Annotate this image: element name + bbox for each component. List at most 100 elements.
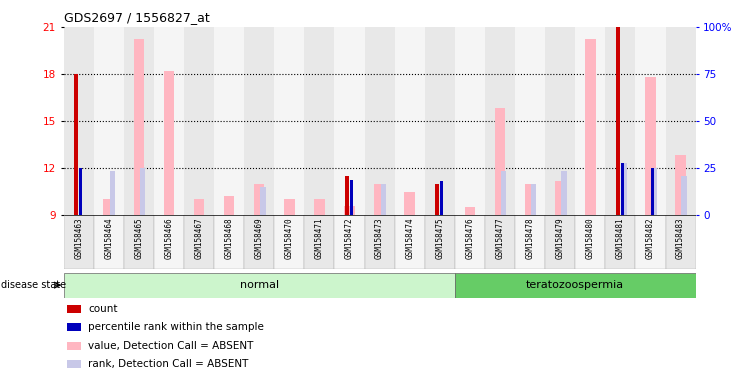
Bar (666, 215, 696, 269)
Bar (405, 192, 415, 215)
Bar (134, 40, 144, 215)
Bar (64, 215, 94, 269)
Bar (254, 184, 265, 215)
Bar (681, 176, 687, 215)
Bar (350, 180, 353, 215)
Text: GSM158477: GSM158477 (495, 218, 504, 259)
Bar (214, 27, 244, 215)
Bar (455, 273, 696, 298)
Bar (675, 156, 686, 215)
Bar (622, 163, 627, 215)
Bar (605, 27, 636, 215)
Bar (575, 27, 605, 215)
Text: GSM158465: GSM158465 (135, 218, 144, 259)
Text: GSM158469: GSM158469 (255, 218, 264, 259)
Text: teratozoospermia: teratozoospermia (526, 280, 625, 290)
Text: rank, Detection Call = ABSENT: rank, Detection Call = ABSENT (88, 359, 248, 369)
Bar (284, 199, 295, 215)
Bar (616, 27, 620, 215)
Bar (103, 199, 114, 215)
Bar (485, 215, 515, 269)
Bar (364, 215, 395, 269)
Text: GSM158473: GSM158473 (375, 218, 384, 259)
Text: GSM158482: GSM158482 (646, 218, 655, 259)
Text: GSM158467: GSM158467 (194, 218, 203, 259)
Bar (455, 215, 485, 269)
Text: disease state: disease state (1, 280, 66, 290)
Bar (485, 27, 515, 215)
Bar (94, 215, 123, 269)
Bar (224, 196, 234, 215)
Bar (575, 215, 605, 269)
Bar (515, 27, 545, 215)
Bar (275, 215, 304, 269)
Bar (440, 181, 443, 215)
Bar (123, 27, 154, 215)
Bar (561, 171, 566, 215)
Bar (364, 27, 395, 215)
Bar (260, 187, 266, 215)
Bar (345, 176, 349, 215)
Bar (314, 199, 325, 215)
Bar (344, 206, 355, 215)
Bar (395, 27, 425, 215)
Bar (494, 108, 505, 215)
Bar (194, 199, 204, 215)
Title: GDS2697 / 1556827_at: GDS2697 / 1556827_at (64, 11, 209, 24)
Bar (64, 273, 455, 298)
Bar (74, 74, 79, 215)
Text: GSM158480: GSM158480 (586, 218, 595, 259)
Bar (465, 207, 475, 215)
Text: GSM158466: GSM158466 (165, 218, 174, 259)
Text: GSM158468: GSM158468 (224, 218, 233, 259)
Bar (651, 168, 654, 215)
Text: percentile rank within the sample: percentile rank within the sample (88, 322, 264, 332)
Bar (374, 184, 385, 215)
Bar (525, 184, 536, 215)
Text: GSM158476: GSM158476 (465, 218, 474, 259)
Bar (425, 27, 455, 215)
Bar (184, 215, 214, 269)
Bar (636, 27, 666, 215)
Text: GSM158471: GSM158471 (315, 218, 324, 259)
Text: normal: normal (239, 280, 279, 290)
Text: GSM158470: GSM158470 (285, 218, 294, 259)
Text: GSM158472: GSM158472 (345, 218, 354, 259)
Text: GSM158483: GSM158483 (676, 218, 685, 259)
Bar (646, 77, 656, 215)
Text: GSM158475: GSM158475 (435, 218, 444, 259)
Bar (531, 184, 536, 215)
Bar (79, 168, 82, 215)
Bar (275, 27, 304, 215)
Bar (154, 215, 184, 269)
Bar (666, 27, 696, 215)
Text: GSM158464: GSM158464 (104, 218, 113, 259)
Bar (455, 27, 485, 215)
Text: GSM158463: GSM158463 (74, 218, 83, 259)
Bar (515, 215, 545, 269)
Bar (140, 168, 145, 215)
Bar (605, 215, 636, 269)
Bar (381, 184, 386, 215)
Bar (395, 215, 425, 269)
Text: GSM158478: GSM158478 (526, 218, 535, 259)
Bar (154, 27, 184, 215)
Text: GSM158481: GSM158481 (616, 218, 625, 259)
Text: GSM158479: GSM158479 (556, 218, 565, 259)
Bar (425, 215, 455, 269)
Bar (555, 180, 565, 215)
Bar (545, 215, 575, 269)
Bar (110, 171, 115, 215)
Bar (334, 215, 364, 269)
Bar (636, 215, 666, 269)
Bar (334, 27, 364, 215)
Bar (304, 27, 334, 215)
Bar (652, 168, 657, 215)
Bar (621, 163, 624, 215)
Text: GSM158474: GSM158474 (405, 218, 414, 259)
Bar (214, 215, 244, 269)
Bar (123, 215, 154, 269)
Bar (501, 171, 506, 215)
Bar (64, 27, 94, 215)
Bar (435, 184, 439, 215)
